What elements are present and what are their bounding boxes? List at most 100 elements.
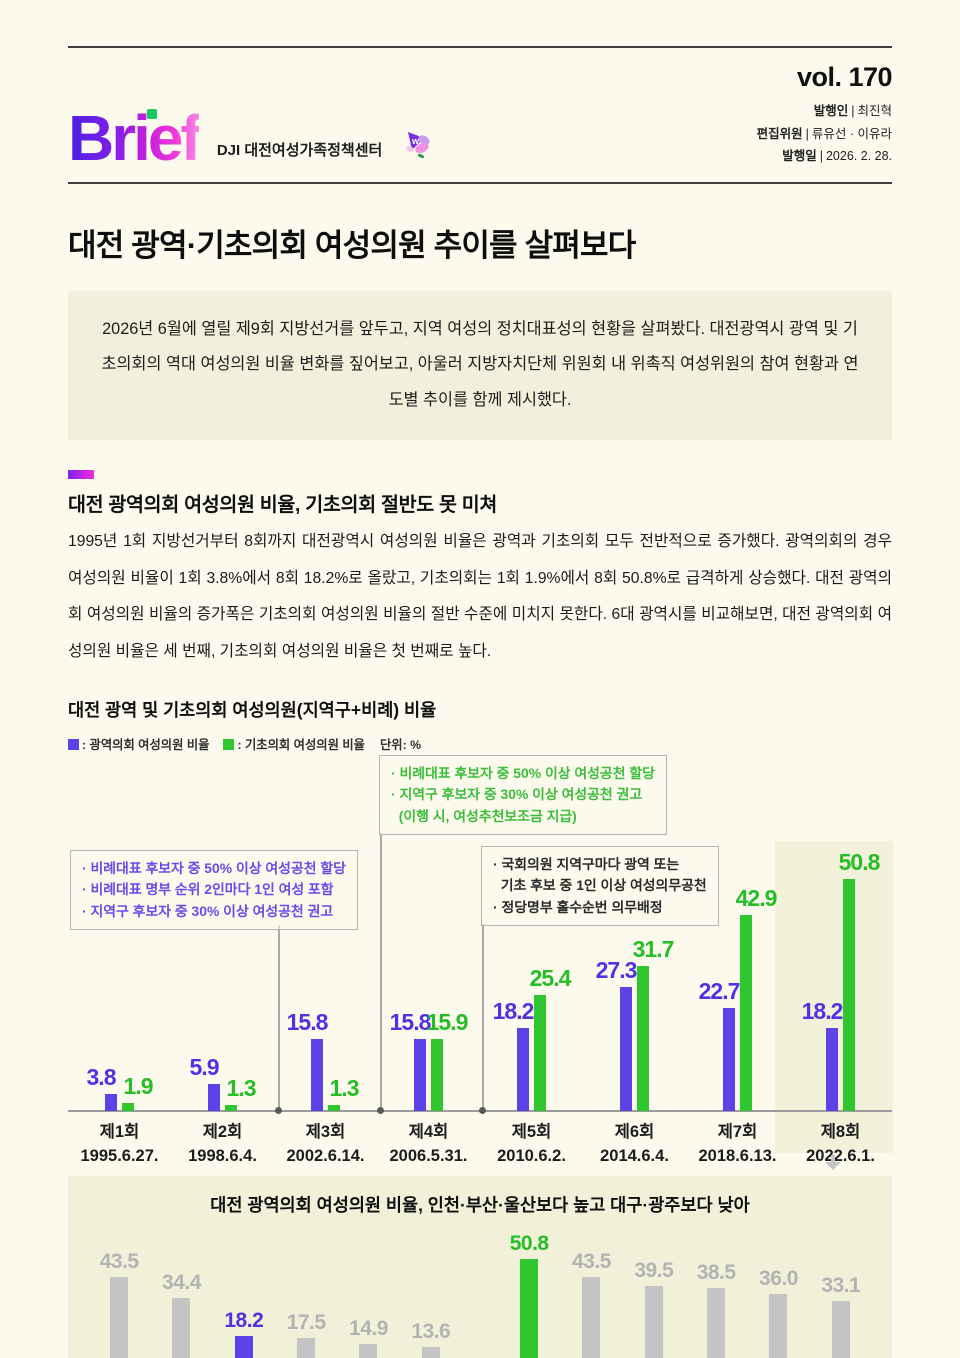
trend-group-bars: 5.9 1.3 (171, 753, 274, 1112)
top-rule (68, 46, 892, 48)
bar-column: 1.3 (225, 1075, 256, 1112)
policy-annotation-box: · 비례대표 후보자 중 50% 이상 여성공천 할당 · 비례대표 명부 순위 … (70, 850, 358, 930)
trend-group-label: 제8회 2022.6.1. (789, 1111, 892, 1169)
bar-column: 15.8 (390, 1009, 431, 1112)
city-bar-column: 50.8 (498, 1232, 560, 1358)
annotation-line: · 정당명부 홀수순번 의무배정 (493, 898, 663, 915)
bar-column: 25.4 (530, 965, 571, 1112)
regional-bar (105, 1093, 117, 1112)
meta-label: 발행인 (813, 104, 849, 118)
city-bar (421, 1347, 440, 1358)
bar-value-label: 1.3 (226, 1075, 257, 1102)
bar-column: 1.3 (328, 1075, 359, 1112)
city-bars: 43.5 34.4 18.2 17.5 14.9 13.6 (88, 1229, 462, 1358)
legend-items: : 광역의회 여성의원 비율: 기초의회 여성의원 비율 (68, 735, 365, 753)
connector-dot-3 (479, 1107, 486, 1115)
city-comparison-charts: 43.534.418.217.514.913.6광주대구대전인천부산울산 50.… (88, 1229, 872, 1358)
basic-bar (740, 915, 752, 1112)
election-round: 제8회 (820, 1123, 861, 1142)
city-bar-column: 34.4 (150, 1271, 212, 1358)
bar-value-label: 3.8 (86, 1063, 117, 1090)
volume-number: vol. 170 (796, 62, 893, 92)
bar-value-label: 15.9 (426, 1008, 469, 1035)
bar-column: 3.8 (87, 1064, 117, 1112)
annotation-line: · 비례대표 후보자 중 50% 이상 여성공천 할당 (82, 860, 346, 877)
bar-value-label: 25.4 (529, 965, 572, 992)
trend-group-bars: 18.2 25.4 (480, 753, 583, 1112)
bar-value-label: 31.7 (632, 936, 675, 963)
bar-value-label: 18.2 (492, 998, 535, 1025)
city-bar-column: 17.5 (275, 1311, 337, 1358)
bar-value-label: 18.2 (801, 998, 844, 1025)
bar-value-label: 42.9 (735, 885, 778, 912)
election-date: 2014.6.4. (600, 1147, 669, 1166)
city-bar (769, 1294, 788, 1358)
basic-bar (843, 879, 855, 1112)
regional-bar (414, 1039, 426, 1112)
election-date: 2022.6.1. (806, 1147, 875, 1166)
basic-bar (431, 1038, 443, 1112)
election-round: 제1회 (99, 1123, 140, 1142)
annotation-line: · 비례대표 명부 순위 2인마다 1인 여성 포함 (82, 881, 334, 898)
city-value-label: 43.5 (99, 1249, 139, 1273)
trend-group-bars: 15.8 15.9 (377, 753, 480, 1112)
basic-council-chart: 50.843.539.538.536.033.1대전광주인천부산울산대구 (498, 1229, 872, 1358)
trend-group-bars: 27.3 31.7 (583, 753, 686, 1112)
city-comparison-panel: 대전 광역의회 여성의원 비율, 인천·부산·울산보다 높고 대구·광주보다 낮… (68, 1176, 892, 1358)
svg-text:w: w (411, 136, 420, 146)
city-value-label: 39.5 (634, 1259, 674, 1283)
bar-value-label: 15.8 (389, 1009, 432, 1036)
city-bar-column: 39.5 (623, 1259, 685, 1358)
down-arrow-icon (825, 1155, 841, 1171)
city-comparison-title: 대전 광역의회 여성의원 비율, 인천·부산·울산보다 높고 대구·광주보다 낮… (210, 1195, 750, 1216)
city-value-label: 36.0 (759, 1267, 798, 1291)
trend-group: 5.9 1.3 제2회 1998.6.4. (171, 753, 274, 1169)
regional-bar (620, 986, 632, 1112)
bar-value-label: 27.3 (595, 956, 638, 983)
city-value-label: 18.2 (224, 1309, 264, 1333)
trend-group: 15.8 1.3 제3회 2002.6.14. (274, 753, 377, 1169)
basic-bar (225, 1105, 237, 1112)
city-bar-column: 14.9 (337, 1317, 399, 1358)
city-bar (359, 1344, 378, 1358)
election-date: 1995.6.27. (80, 1147, 159, 1166)
bar-column: 18.2 (802, 998, 843, 1112)
city-bar-column: 18.2 (213, 1309, 275, 1358)
trend-group-bars: 15.8 1.3 (274, 753, 377, 1112)
butterfly-logo-icon: w (406, 131, 430, 158)
bar-column: 15.9 (427, 1009, 468, 1112)
election-round: 제5회 (511, 1123, 552, 1142)
city-value-label: 33.1 (821, 1274, 861, 1298)
masthead-right: vol. 170 발행인 | 최진혁 편집위원 | 류유선 · 이유라 발행일 | 2026. … (756, 62, 893, 170)
bar-column: 18.2 (493, 998, 534, 1112)
legend-swatch (68, 738, 79, 750)
bar-value-label: 50.8 (838, 849, 881, 876)
annotation-connector-3 (482, 924, 484, 1112)
election-round: 제4회 (408, 1123, 449, 1142)
page-title: 대전 광역·기초의회 여성의원 추이를 살펴보다 (68, 227, 636, 263)
city-bar-column: 36.0 (747, 1267, 809, 1358)
logo-green-dot (147, 108, 157, 119)
city-bar (297, 1338, 316, 1358)
city-value-label: 43.5 (572, 1249, 611, 1273)
bar-column: 22.7 (699, 978, 740, 1112)
policy-annotation-box: · 비례대표 후보자 중 50% 이상 여성공천 할당 · 지역구 후보자 중 3… (379, 755, 667, 835)
city-value-label: 13.6 (411, 1320, 451, 1344)
meta-separator: | (805, 126, 809, 141)
annotation-connector-1 (278, 925, 280, 1112)
trend-group-bars: 22.7 42.9 (686, 753, 789, 1112)
trend-group-label: 제4회 2006.5.31. (377, 1111, 480, 1169)
meta-value: 류유선 · 이유라 (811, 126, 892, 141)
meta-label: 편집위원 (756, 126, 803, 141)
trend-group-bars: 18.2 50.8 (789, 753, 892, 1112)
regional-bar (826, 1028, 838, 1112)
election-date: 2002.6.14. (286, 1147, 365, 1166)
regional-bar (517, 1028, 529, 1112)
trend-group: 22.7 42.9 제7회 2018.6.13. (686, 753, 789, 1169)
legend-label: : 기초의회 여성의원 비율 (237, 738, 365, 753)
regional-bar (208, 1084, 220, 1112)
annotation-line: · 지역구 후보자 중 30% 이상 여성공천 권고 (82, 902, 334, 919)
masthead-left: Brief DJI 대전여성가족정책센터 w (68, 106, 436, 170)
city-value-label: 34.4 (162, 1271, 201, 1295)
